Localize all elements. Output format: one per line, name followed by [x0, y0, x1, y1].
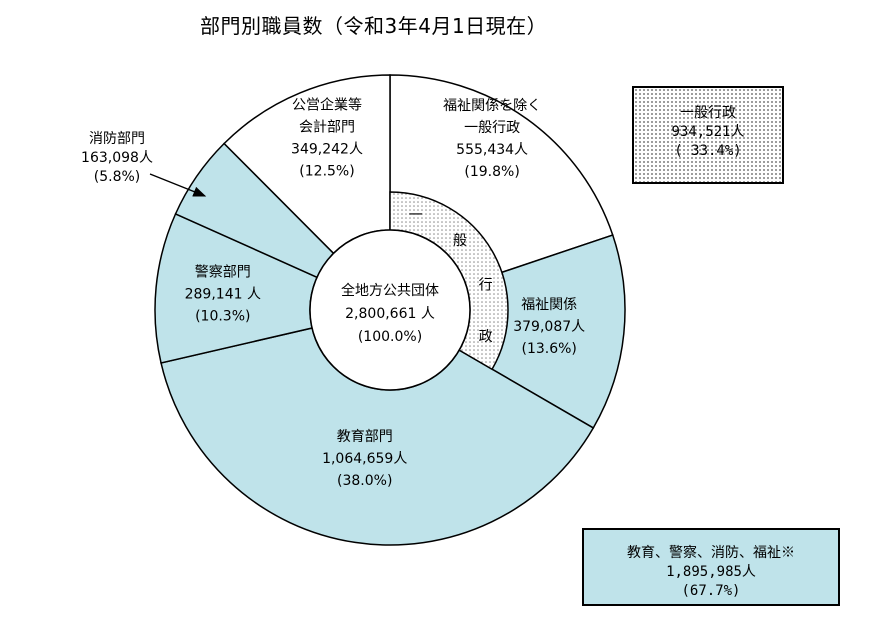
slice-label-general-admin-excl-welfare: 一般行政 [464, 120, 520, 136]
general-admin-summary-box: 一般行政 934,521人 ( 33.4%) [632, 86, 784, 184]
center-total-label: 全地方公共団体 [341, 282, 439, 299]
slice-label-police: (10.3%) [195, 309, 250, 325]
core-services-summary-box: 教育、警察、消防、福祉※ 1,895,985人 (67.7%) [582, 528, 840, 606]
inner-arc-char: 般 [453, 233, 467, 249]
center-total-value: 2,800,661 人 [345, 306, 435, 322]
slice-label-education: 教育部門 [337, 429, 393, 445]
slice-label-public-enterprise: 公営企業等 [292, 97, 362, 114]
slice-label-education: (38.0%) [337, 473, 392, 489]
fire-label-value: 163,098人 [81, 150, 153, 166]
fire-department-label: 消防部門 163,098人 (5.8%) [62, 130, 172, 187]
core-services-summary-percent: (67.7%) [681, 583, 741, 599]
slice-label-welfare: 379,087人 [513, 319, 585, 335]
inner-arc-char: 一 [409, 207, 423, 223]
slice-label-public-enterprise: 349,242人 [291, 142, 363, 158]
slice-label-police: 289,141 人 [185, 287, 261, 303]
center-total-percent: (100.0%) [358, 329, 422, 345]
general-admin-summary-value: 934,521人 [671, 124, 745, 140]
slice-label-education: 1,064,659人 [322, 451, 407, 467]
slice-label-general-admin-excl-welfare: 555,434人 [456, 142, 528, 158]
fire-label-name: 消防部門 [89, 131, 145, 147]
slice-label-police: 警察部門 [195, 264, 251, 281]
chart-title: 部門別職員数（令和3年4月1日現在） [200, 14, 548, 38]
fire-label-percent: (5.8%) [93, 169, 141, 185]
slice-label-general-admin-excl-welfare: 福祉関係を除く [443, 98, 541, 114]
core-services-summary-value: 1,895,985人 [666, 564, 756, 580]
center-hole [309, 229, 471, 391]
inner-arc-char: 政 [479, 329, 493, 345]
slice-label-welfare: 福祉関係 [521, 297, 577, 313]
inner-arc-char: 行 [479, 278, 493, 294]
fire-pointer-arrow [149, 173, 207, 197]
slice-label-general-admin-excl-welfare: (19.8%) [464, 164, 519, 180]
core-services-summary-name: 教育、警察、消防、福祉※ [627, 545, 795, 561]
slice-label-public-enterprise: (12.5%) [299, 164, 354, 180]
general-admin-summary-percent: ( 33.4%) [674, 143, 742, 159]
general-admin-summary-name: 一般行政 [680, 105, 736, 121]
slice-label-public-enterprise: 会計部門 [299, 120, 355, 136]
slice-label-welfare: (13.6%) [521, 341, 576, 357]
